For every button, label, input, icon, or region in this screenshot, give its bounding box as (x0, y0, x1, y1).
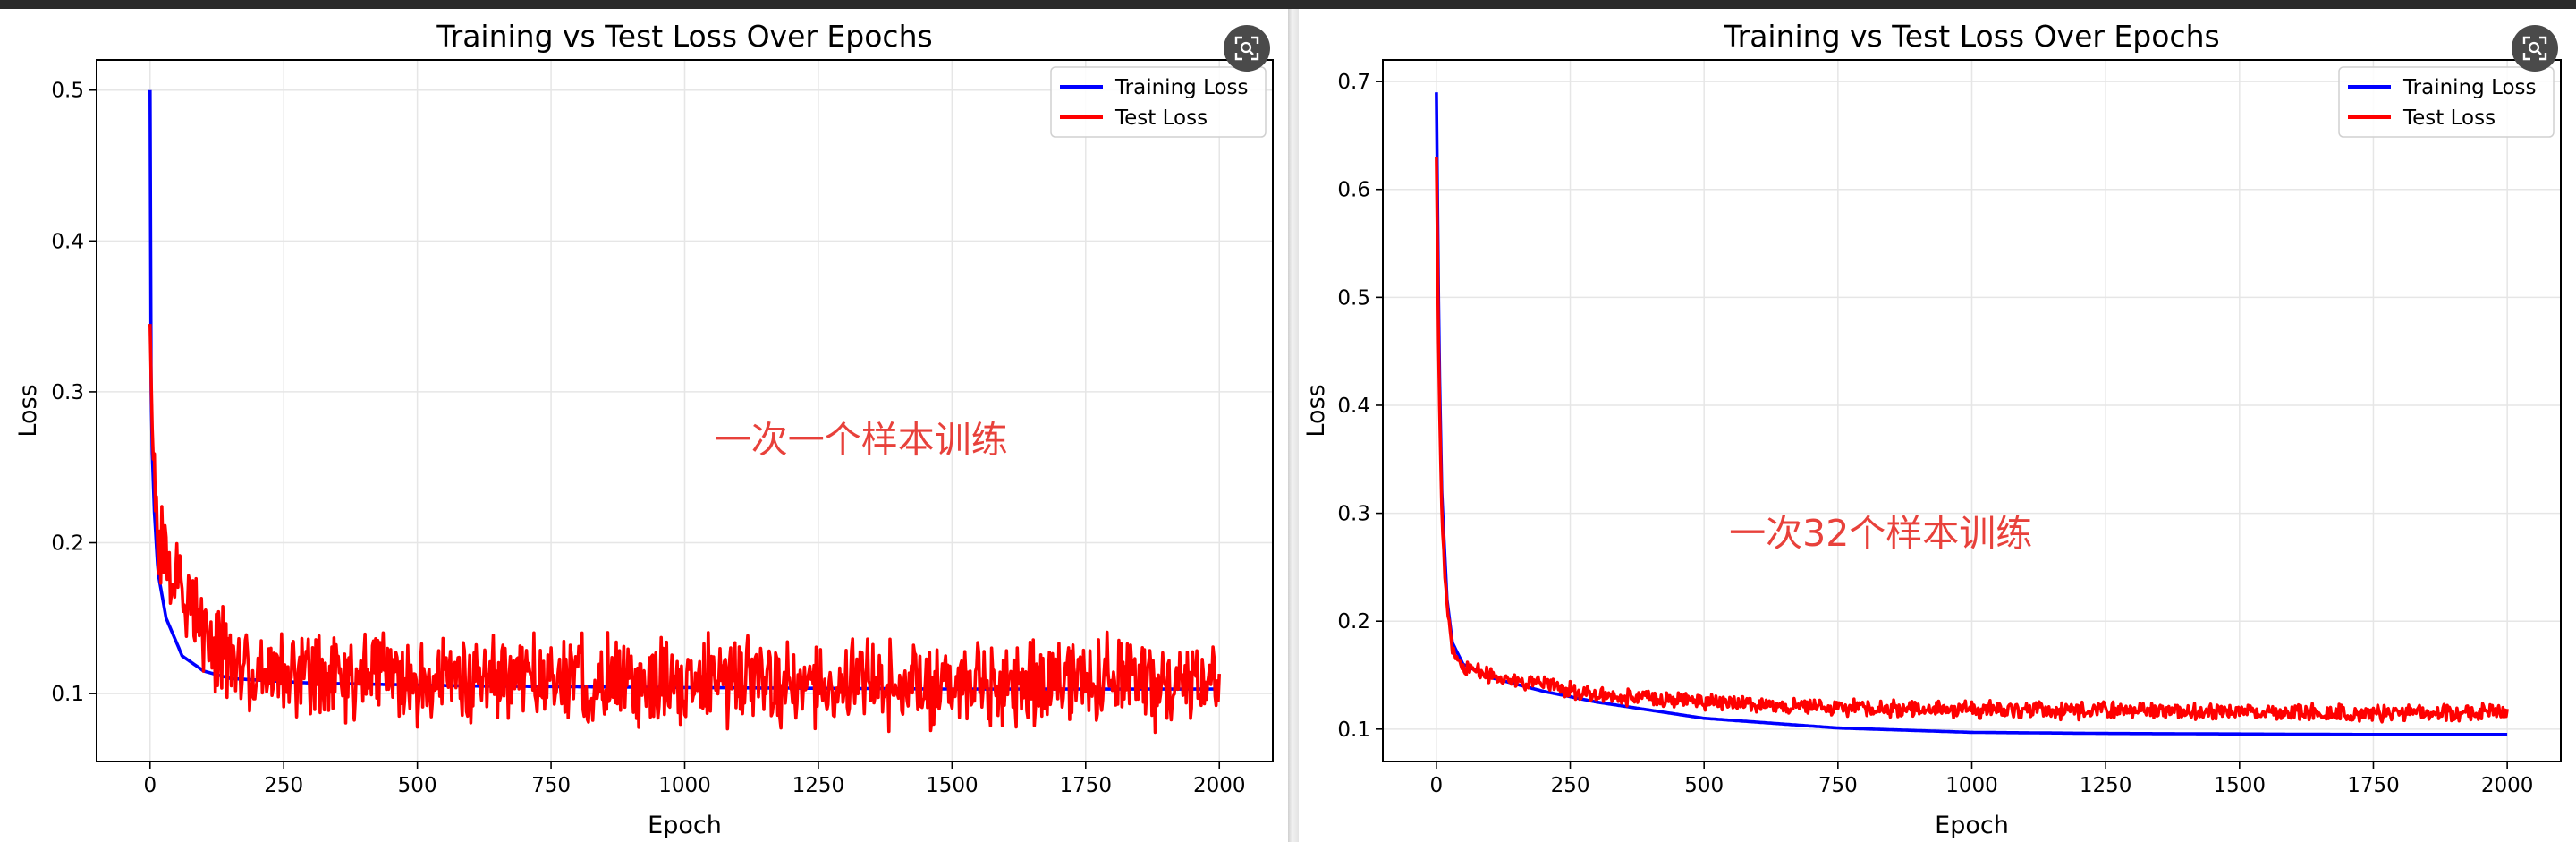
y-tick-label: 0.3 (51, 381, 84, 404)
legend-box (2338, 66, 2555, 138)
y-tick-label: 0.1 (51, 683, 84, 706)
y-tick-label: 0.1 (1337, 719, 1370, 742)
x-tick-label: 750 (531, 774, 571, 797)
expand-fullscreen-icon (1234, 36, 1259, 61)
series-line-test-loss (148, 324, 1221, 735)
x-tick-label: 750 (1818, 774, 1858, 797)
y-axis-label: Loss (1302, 384, 1330, 437)
x-tick-label: 500 (1684, 774, 1724, 797)
chart-panel-right: 0 250 500 750 1000 1250 1500 1750 2000 0.1 0.2 0.3 0… (1299, 9, 2576, 842)
grid-lines (1383, 60, 2561, 761)
legend-label: Test Loss (2402, 106, 2496, 130)
chart-title: Training vs Test Loss Over Epochs (1723, 19, 2219, 54)
y-tick-label: 0.3 (1337, 503, 1370, 526)
y-tick-label: 0.7 (1337, 71, 1370, 94)
legend: Training Loss Test Loss (2338, 66, 2555, 138)
annotation-text: 一次一个样本训练 (715, 418, 1008, 461)
chart-panel-left: 0 250 500 750 1000 1250 1500 1750 2000 0.1 0.2 0.3 0… (0, 9, 1288, 842)
annotation-text: 一次32个样本训练 (1729, 512, 2032, 555)
x-tick-label: 250 (1551, 774, 1590, 797)
x-tick-label: 1500 (2214, 774, 2267, 797)
top-bar (0, 0, 2576, 9)
x-tick-label: 0 (1430, 774, 1444, 797)
y-tick-label: 0.5 (51, 80, 84, 103)
panel-divider (1288, 9, 1299, 842)
chart-title: Training vs Test Loss Over Epochs (436, 19, 932, 54)
y-tick-label: 0.2 (51, 532, 84, 556)
expand-button-left[interactable] (1224, 25, 1270, 72)
series-group (1435, 92, 2509, 736)
x-tick-label: 1000 (658, 774, 711, 797)
x-tick-label: 2000 (2481, 774, 2534, 797)
y-tick-label: 0.6 (1337, 179, 1370, 202)
x-tick-label: 1000 (1945, 774, 1998, 797)
expand-button-right[interactable] (2512, 25, 2558, 72)
x-axis-label: Epoch (648, 812, 722, 839)
legend-label: Training Loss (2402, 76, 2537, 99)
x-tick-label: 1750 (1060, 774, 1113, 797)
x-tick-label: 2000 (1193, 774, 1246, 797)
y-tick-label: 0.4 (51, 230, 84, 253)
loss-chart-single-sample: 0 250 500 750 1000 1250 1500 1750 2000 0.1 0.2 0.3 0… (14, 19, 1274, 839)
legend-label: Training Loss (1114, 76, 1249, 99)
x-tick-label: 1750 (2347, 774, 2400, 797)
y-tick-label: 0.2 (1337, 610, 1370, 634)
series-line-training-loss (1435, 92, 2508, 736)
series-line-test-loss (1435, 157, 2509, 724)
y-axis-label: Loss (14, 384, 42, 437)
x-tick-label: 1250 (2080, 774, 2132, 797)
loss-chart-batch-32: 0 250 500 750 1000 1250 1500 1750 2000 0.1 0.2 0.3 0… (1302, 19, 2562, 839)
legend-label: Test Loss (1114, 106, 1208, 130)
legend: Training Loss Test Loss (1050, 66, 1267, 138)
x-tick-label: 500 (398, 774, 437, 797)
x-tick-label: 0 (143, 774, 157, 797)
y-tick-label: 0.4 (1337, 395, 1370, 418)
series-group (148, 89, 1221, 735)
legend-box (1050, 66, 1267, 138)
x-axis-label: Epoch (1935, 812, 2009, 839)
x-tick-label: 1250 (792, 774, 845, 797)
x-tick-label: 250 (264, 774, 303, 797)
expand-fullscreen-icon (2522, 36, 2547, 61)
x-tick-label: 1500 (926, 774, 979, 797)
y-tick-label: 0.5 (1337, 286, 1370, 310)
